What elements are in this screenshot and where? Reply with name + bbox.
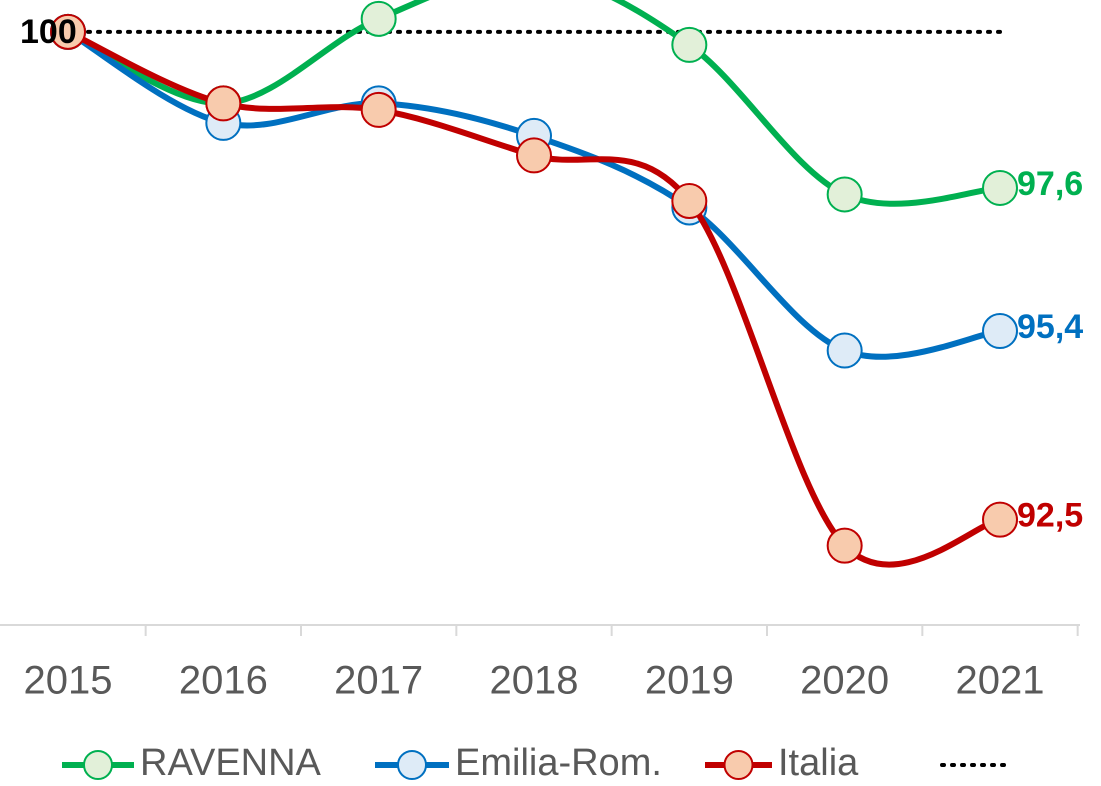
legend-label: Emilia-Rom. — [455, 742, 662, 784]
data-point — [826, 527, 863, 564]
x-tick-label: 2017 — [334, 659, 423, 703]
data-label: 97,6 — [1017, 165, 1083, 203]
legend-marker — [83, 750, 113, 780]
legend-label: RAVENNA — [140, 742, 322, 784]
x-tick-label: 2016 — [179, 659, 268, 703]
x-tick-label: 2018 — [490, 659, 579, 703]
legend: RAVENNA Emilia-Rom. Italia — [62, 742, 1012, 784]
data-point — [982, 313, 1018, 350]
data-point — [516, 137, 552, 174]
data-point — [50, 13, 86, 50]
legend-marker — [723, 750, 754, 780]
x-tick-label: 2021 — [956, 659, 1045, 703]
data-point — [360, 91, 397, 128]
x-tick-label: 2015 — [24, 659, 113, 703]
data-point — [671, 182, 708, 219]
data-point — [826, 332, 863, 369]
data-point — [982, 169, 1018, 206]
data-point — [205, 85, 242, 122]
reference-label: 100 — [20, 13, 77, 51]
data-point — [671, 26, 708, 63]
data-point — [982, 501, 1018, 538]
data-label: 95,4 — [1017, 308, 1083, 346]
data-point — [360, 0, 397, 37]
x-tick-label: 2020 — [800, 659, 889, 703]
legend-marker — [397, 750, 427, 780]
x-tick-label: 2019 — [645, 659, 734, 703]
data-point — [826, 176, 863, 213]
plot-area: 97,6 95,4 92,5 100 — [20, 0, 1083, 568]
legend-label: Italia — [778, 742, 859, 784]
data-label: 92,5 — [1017, 497, 1083, 535]
